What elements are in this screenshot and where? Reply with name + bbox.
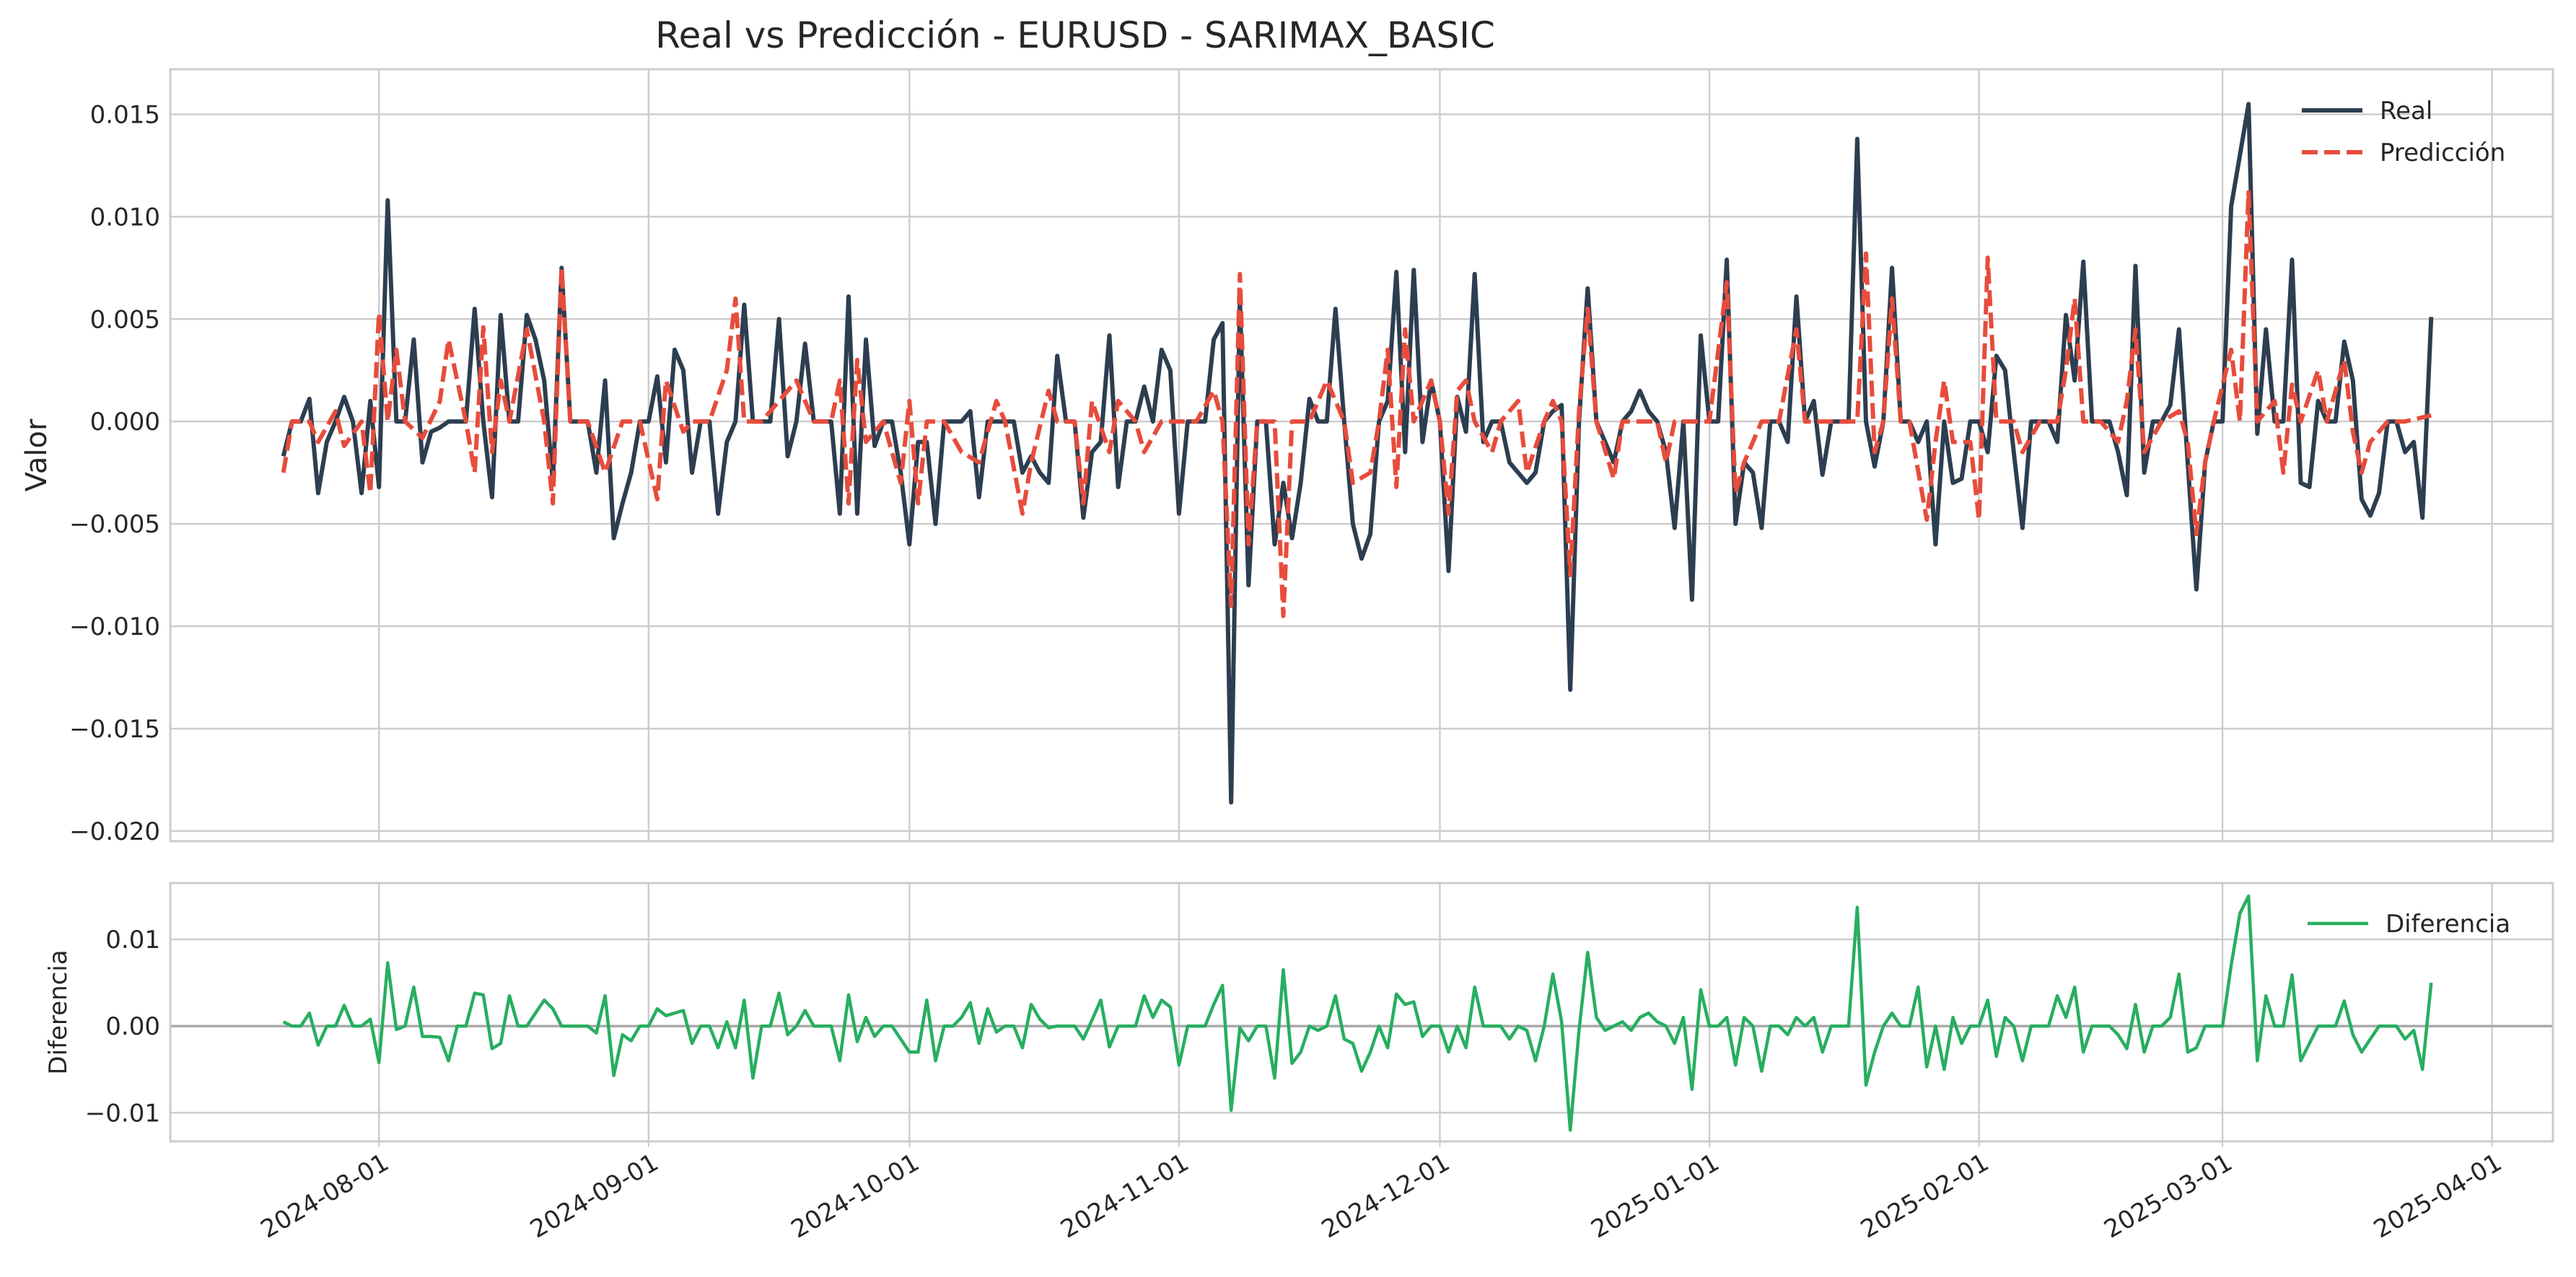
x-tick-label: 2025-01-01 [1586,1148,1724,1244]
y-tick-label: −0.020 [69,817,160,846]
y-tick-label: −0.005 [69,510,160,539]
x-tick-label: 2024-08-01 [256,1148,394,1244]
x-tick-label: 2025-03-01 [2099,1148,2237,1244]
top-y-axis-label: Valor [20,418,53,491]
series-line-predicci-n [281,190,2432,618]
plot-frame [169,68,2554,843]
y-tick-label: −0.010 [69,613,160,641]
legend: Real Predicción [2302,97,2505,167]
x-tick-label: 2024-11-01 [1056,1148,1193,1244]
x-tick-label: 2024-10-01 [787,1148,924,1244]
x-tick-label: 2025-04-01 [2369,1148,2507,1244]
legend-label: Predicción [2380,139,2505,167]
legend: Diferencia [2308,910,2510,939]
chart-title: Real vs Predicción - EURUSD - SARIMAX_BA… [655,14,1495,56]
x-tick-label: 2024-09-01 [525,1148,663,1244]
y-tick-label: 0.015 [90,100,160,129]
legend-label: Diferencia [2386,910,2510,939]
y-tick-label: 0.00 [105,1012,160,1041]
top-panel: 0.015 0.010 0.005 0.000 −0.005 −0.010 −0.015 −0… [69,68,2554,846]
x-tick-label: 2024-12-01 [1317,1148,1455,1244]
series-line-real [281,102,2434,805]
y-tick-label: −0.01 [85,1099,160,1128]
plot-frame [169,882,2554,1143]
bottom-panel: 0.01 0.00 −0.01 Diferencia [85,882,2554,1143]
y-tick-label: 0.010 [90,203,160,232]
series-line-diferencia [282,894,2433,1132]
y-tick-label: 0.000 [90,408,160,436]
y-tick-label: 0.01 [105,926,160,955]
x-tick-label: 2025-02-01 [1856,1148,1994,1244]
bottom-y-axis-label: Diferencia [44,949,73,1074]
y-tick-label: 0.005 [90,305,160,334]
y-tick-label: −0.015 [69,715,160,744]
x-tick-labels: 2024-08-01 2024-09-01 2024-10-01 2024-11-01… [256,1141,2507,1245]
legend-label: Real [2380,97,2432,126]
